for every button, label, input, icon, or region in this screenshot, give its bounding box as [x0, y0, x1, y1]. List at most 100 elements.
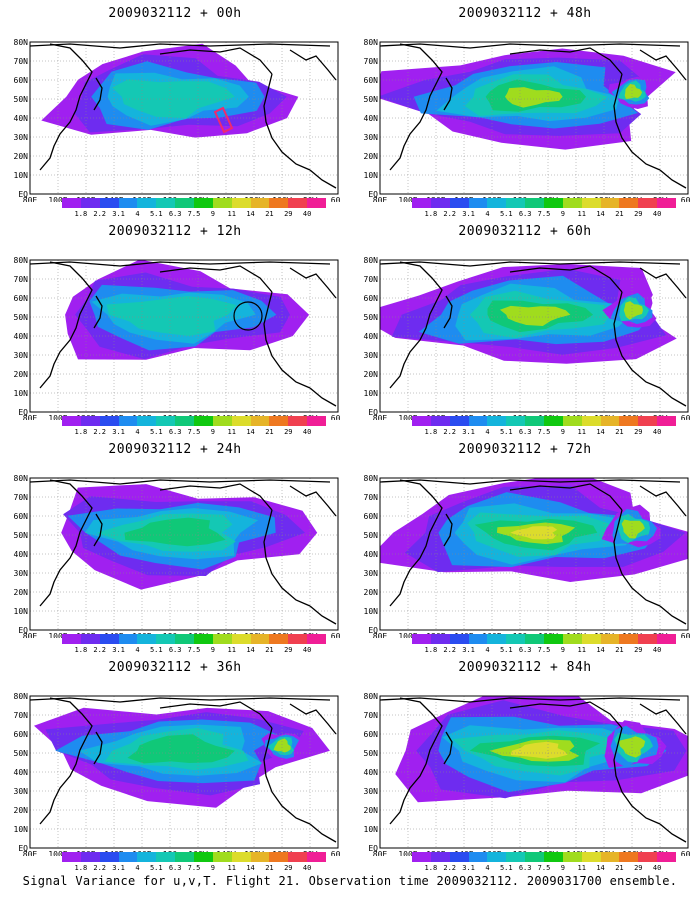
map-frame	[379, 695, 689, 849]
coastline	[263, 73, 311, 171]
colorbar-swatch	[430, 634, 450, 644]
colorbar-label: 5.1	[499, 210, 513, 218]
longitude-label: 80E	[23, 632, 38, 638]
longitude-label: 80E	[373, 850, 388, 856]
panel-title: 2009032112 + 60h	[458, 224, 592, 239]
colorbar-swatch	[430, 852, 450, 862]
variance-contour	[510, 741, 568, 759]
colorbar-label: 40	[652, 864, 662, 872]
colorbar-swatch	[638, 852, 658, 862]
coastline	[289, 485, 337, 517]
latitude-label: 40N	[364, 332, 379, 341]
colorbar-swatch	[487, 634, 507, 644]
colorbar-swatch	[619, 416, 639, 426]
map-frame	[379, 259, 689, 413]
latitude-label: 20N	[14, 806, 29, 815]
coastline	[659, 605, 687, 625]
colorbar-label: 1.8	[424, 428, 438, 436]
colorbar-swatch	[194, 416, 213, 426]
colorbar-label: 40	[652, 210, 662, 218]
panel-title: 2009032112 + 84h	[458, 660, 592, 675]
colorbar-label: 40	[302, 210, 312, 218]
colorbar-labels: 1.8 2.2 3.1 4 5.1 6.3 7.5 9 11 14 21 29 40	[412, 646, 676, 656]
colorbar-swatch	[307, 634, 327, 644]
colorbar-swatch	[212, 634, 232, 644]
coastline	[509, 483, 623, 511]
panel-title: 2009032112 + 24h	[108, 442, 242, 457]
colorbar-label: 5.1	[149, 864, 163, 872]
latitude-label: 40N	[364, 768, 379, 777]
variance-contour	[106, 296, 237, 336]
colorbar-swatch	[156, 634, 176, 644]
variance-contour	[624, 83, 643, 100]
colorbar-swatch	[80, 852, 100, 862]
colorbar-swatch	[307, 852, 327, 862]
colorbar-swatch	[118, 198, 138, 208]
colorbar-label: 4	[485, 646, 490, 654]
colorbar-swatch	[269, 416, 289, 426]
colorbar-swatch	[544, 852, 563, 862]
latitude-label: 30N	[364, 351, 379, 360]
colorbar	[62, 634, 327, 644]
colorbar-swatch	[62, 416, 81, 426]
colorbar-label: 7.5	[187, 210, 201, 218]
latitude-label: 60N	[364, 294, 379, 303]
colorbar-label: 11	[577, 646, 586, 654]
coastline	[389, 43, 443, 171]
colorbar-label: 9	[210, 864, 215, 872]
colorbar-label: 14	[246, 646, 255, 654]
colorbar-swatch	[449, 852, 469, 862]
colorbar-label: 40	[652, 428, 662, 436]
panel-title: 2009032112 + 36h	[108, 660, 242, 675]
latitude-label: 20N	[364, 370, 379, 379]
colorbar-swatch	[307, 198, 327, 208]
colorbar-labels: 1.8 2.2 3.1 4 5.1 6.3 7.5 9 11 14 21 29 40	[412, 864, 676, 874]
latitude-label: 10N	[364, 825, 379, 834]
colorbar-swatch	[657, 634, 677, 644]
colorbar-swatch	[449, 416, 469, 426]
coastline	[39, 261, 93, 389]
latitude-label: 10N	[364, 171, 379, 180]
latitude-label: 80N	[364, 474, 379, 483]
colorbar-swatch	[99, 852, 119, 862]
colorbar-label: 11	[227, 864, 236, 872]
variance-contour	[505, 87, 563, 108]
longitude-label: 80E	[373, 632, 388, 638]
coastline	[159, 47, 273, 75]
colorbar-swatch	[250, 198, 270, 208]
latitude-label: 40N	[14, 332, 29, 341]
coastline	[509, 265, 623, 293]
latitude-label: EQ	[18, 408, 28, 417]
colorbar-label: 7.5	[537, 864, 551, 872]
colorbar	[412, 416, 677, 426]
colorbar-swatch	[619, 852, 639, 862]
colorbar-swatch	[430, 198, 450, 208]
colorbar-label: 11	[577, 210, 586, 218]
colorbar-swatch	[231, 852, 251, 862]
latitude-label: 60N	[14, 76, 29, 85]
colorbar-swatch	[506, 416, 526, 426]
latitude-label: 60N	[364, 76, 379, 85]
latitude-label: 40N	[14, 550, 29, 559]
coastline	[613, 727, 661, 825]
variance-contour	[510, 526, 558, 540]
colorbar-swatch	[487, 198, 507, 208]
latitude-label: 30N	[14, 787, 29, 796]
colorbar	[62, 416, 327, 426]
colorbar-label: 3.1	[462, 864, 475, 872]
longitude-label: 100E	[398, 850, 417, 856]
colorbar-label: 3.1	[112, 428, 125, 436]
map-frame	[29, 41, 339, 195]
colorbar-label: 6.3	[518, 646, 532, 654]
colorbar-label: 5.1	[499, 646, 513, 654]
colorbar-swatch	[212, 416, 232, 426]
colorbar-swatch	[62, 634, 81, 644]
colorbar-label: 4	[485, 210, 490, 218]
colorbar-swatch	[118, 852, 138, 862]
latitude-label: 50N	[364, 313, 379, 322]
coastline	[39, 43, 93, 171]
coastline	[639, 485, 687, 517]
observation-region-marker	[213, 106, 234, 134]
colorbar-label: 3.1	[112, 864, 125, 872]
longitude-label: 100E	[48, 632, 67, 638]
